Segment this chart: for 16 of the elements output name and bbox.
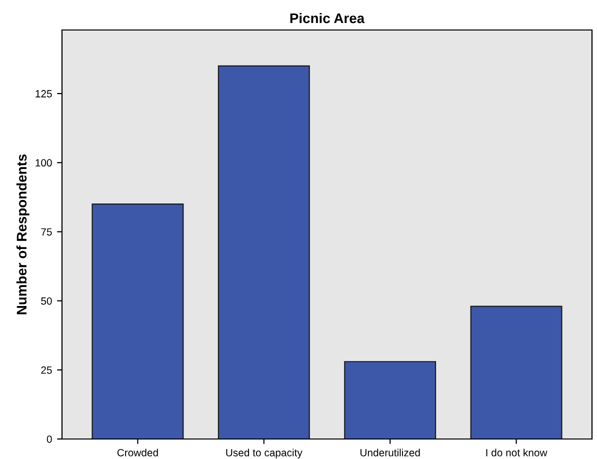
bar: [92, 204, 184, 439]
x-tick-label: Crowded: [117, 448, 158, 456]
bar: [470, 306, 562, 439]
y-tick-label: 50: [41, 297, 52, 305]
x-tick-label: Underutilized: [360, 448, 420, 456]
x-tick-label: I do not know: [486, 448, 548, 456]
y-tick-label: 75: [41, 228, 52, 236]
x-tick-label: Used to capacity: [226, 448, 302, 458]
y-tick-label: 0: [46, 436, 52, 443]
bar: [344, 361, 436, 439]
y-tick-label: 25: [41, 366, 52, 374]
bar: [218, 65, 310, 439]
chart-title: Picnic Area: [290, 12, 365, 24]
y-tick-label: 100: [36, 159, 52, 167]
y-axis-title: Number of Respondents: [16, 154, 30, 314]
y-tick-label: 125: [36, 90, 52, 98]
